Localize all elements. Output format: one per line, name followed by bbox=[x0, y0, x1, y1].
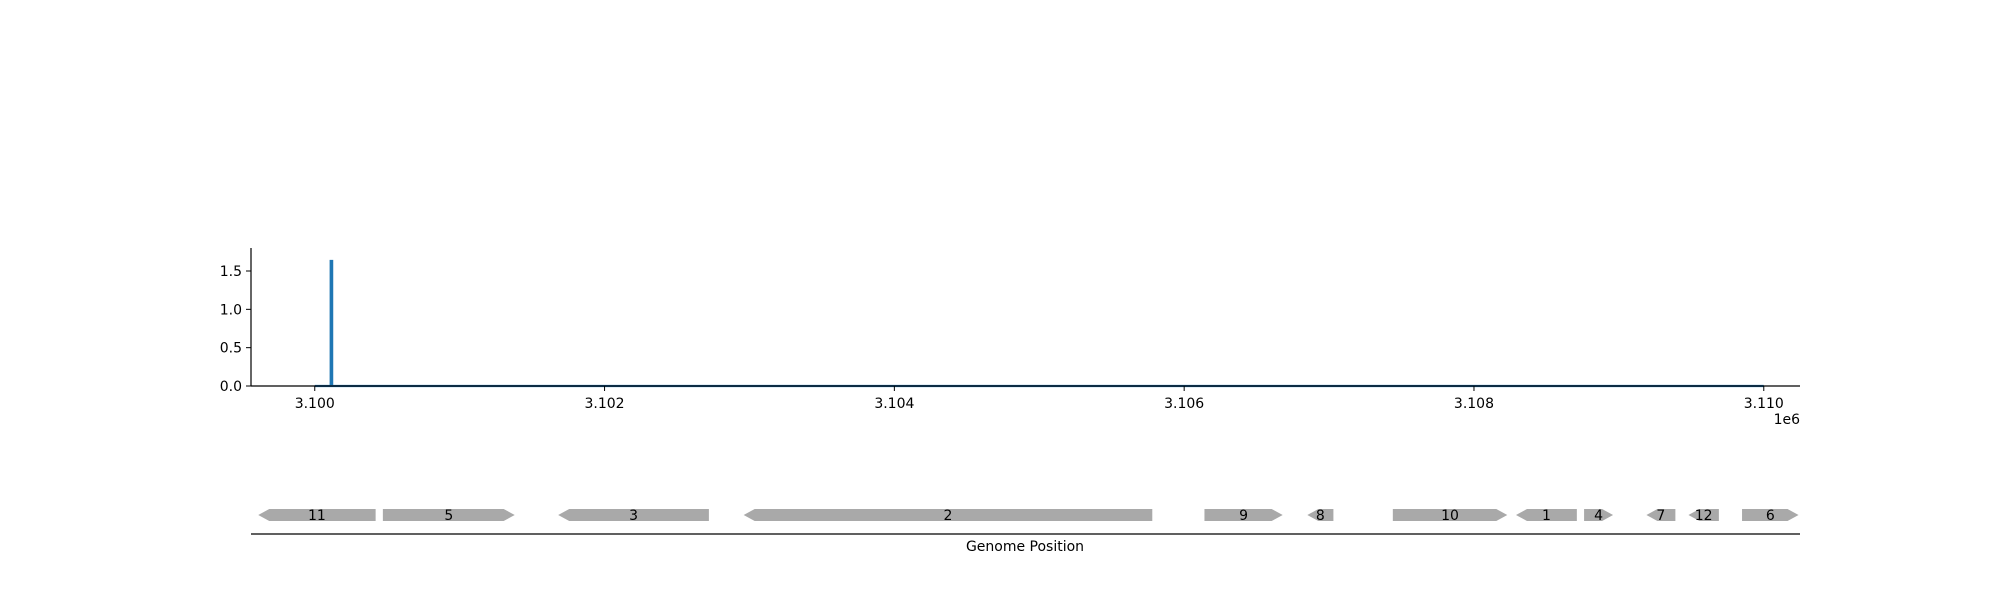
gene-label: 2 bbox=[944, 508, 953, 524]
gene-arrow bbox=[1688, 509, 1719, 521]
x-offset-label: 1e6 bbox=[1774, 412, 1801, 428]
gene-label: 5 bbox=[444, 508, 453, 524]
x-tick-label: 3.102 bbox=[585, 396, 625, 412]
gene-arrow bbox=[258, 509, 376, 521]
x-tick-label: 3.104 bbox=[874, 396, 914, 412]
y-tick-label: 0.0 bbox=[220, 379, 242, 395]
gene-label: 9 bbox=[1239, 508, 1248, 524]
gene-arrow bbox=[1307, 509, 1334, 521]
gene-track-xlabel: Genome Position bbox=[966, 539, 1084, 555]
coverage-line bbox=[314, 259, 1764, 388]
gene-label: 8 bbox=[1316, 508, 1325, 524]
x-tick-label: 3.110 bbox=[1744, 396, 1784, 412]
gene-arrow bbox=[1204, 509, 1283, 521]
coverage-series bbox=[314, 259, 1764, 388]
gene-arrow bbox=[382, 509, 515, 521]
x-tick-label: 3.106 bbox=[1164, 396, 1204, 412]
gene-track: 11 5 3 2 9 8 10 1 4 7 12 6 Genome Position bbox=[251, 508, 1800, 555]
gene-arrow bbox=[558, 509, 709, 521]
gene-arrow bbox=[1742, 509, 1799, 521]
gene-label: 7 bbox=[1656, 508, 1665, 524]
x-axis-ticks: 3.100 3.102 3.104 3.106 3.108 3.110 bbox=[295, 386, 1784, 412]
x-tick-label: 3.100 bbox=[295, 396, 335, 412]
gene-label: 12 bbox=[1695, 508, 1713, 524]
gene-arrow bbox=[1392, 509, 1508, 521]
coverage-plot: 3.100 3.102 3.104 3.106 3.108 3.110 0.0 0.5 1.0… bbox=[220, 248, 1800, 428]
x-tick-label: 3.108 bbox=[1454, 396, 1494, 412]
gene-label: 4 bbox=[1594, 508, 1603, 524]
y-axis-ticks: 0.0 0.5 1.0 1.5 bbox=[220, 264, 251, 395]
gene-label: 11 bbox=[308, 508, 326, 524]
gene-arrow bbox=[743, 509, 1153, 521]
gene-label: 3 bbox=[629, 508, 638, 524]
y-tick-label: 1.0 bbox=[220, 302, 242, 318]
gene-label: 10 bbox=[1441, 508, 1459, 524]
gene-arrow bbox=[1515, 509, 1577, 521]
gene-label: 6 bbox=[1766, 508, 1775, 524]
y-tick-label: 1.5 bbox=[220, 264, 242, 280]
gene-arrows: 11 5 3 2 9 8 10 1 4 7 12 6 bbox=[258, 508, 1799, 524]
gene-arrow bbox=[1584, 509, 1614, 521]
gene-arrow bbox=[1646, 509, 1676, 521]
gene-label: 1 bbox=[1542, 508, 1551, 524]
y-tick-label: 0.5 bbox=[220, 341, 242, 357]
